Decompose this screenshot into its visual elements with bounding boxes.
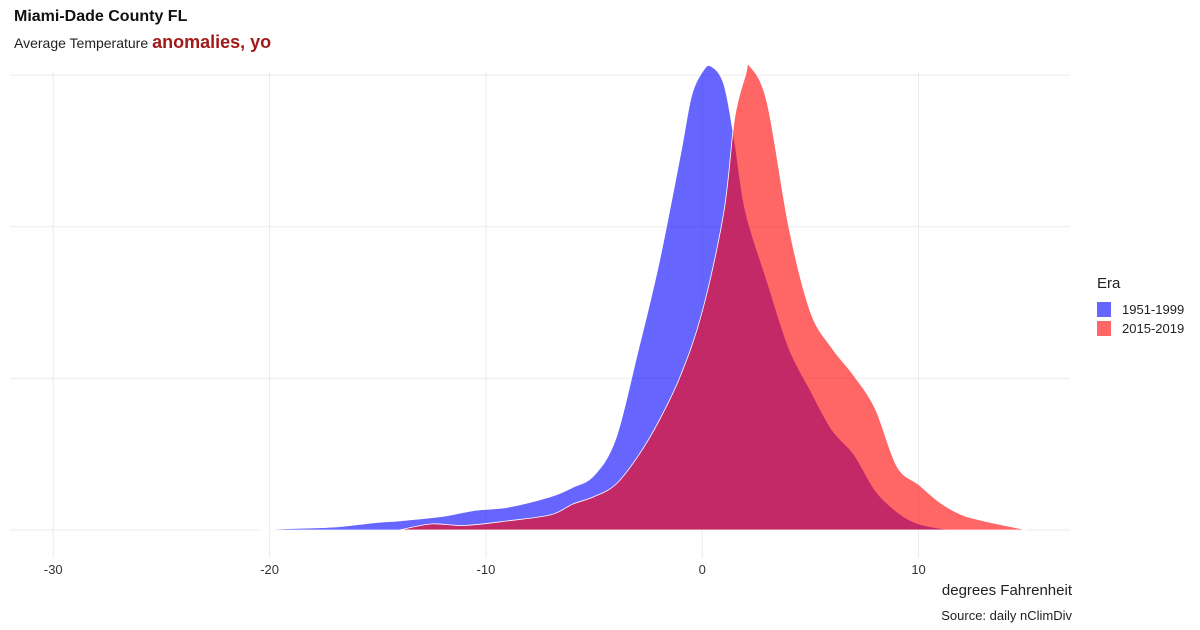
legend-key-1951-1999	[1097, 302, 1111, 317]
x-tick-label: 10	[911, 562, 925, 577]
x-tick-label: 0	[699, 562, 706, 577]
density-areas	[258, 63, 1027, 531]
legend-label-2015-2019: 2015-2019	[1122, 321, 1185, 336]
legend-title: Era	[1097, 275, 1121, 292]
caption: Source: daily nClimDiv	[941, 608, 1072, 623]
chart-title: Miami-Dade County FL	[14, 8, 188, 25]
legend-key-2015-2019	[1097, 321, 1111, 336]
x-tick-labels: -30 -20 -10 0 10	[44, 562, 926, 577]
legend-item-1951-1999: 1951-1999	[1097, 300, 1184, 319]
x-tick-label: -10	[477, 562, 496, 577]
x-tick-label: -30	[44, 562, 63, 577]
chart-subtitle: Average Temperature	[14, 35, 149, 51]
x-tick-label: -20	[260, 562, 279, 577]
density-area-2015-2019	[399, 63, 1027, 531]
chart-subtitle-accent: anomalies, yo	[152, 32, 272, 52]
legend-label-1951-1999: 1951-1999	[1122, 302, 1185, 317]
subtitle-block: Average Temperature anomalies, yo	[14, 32, 271, 53]
x-axis-label: degrees Fahrenheit	[941, 582, 1072, 599]
legend: Era 1951-1999 2015-2019	[1097, 275, 1184, 338]
legend-item-2015-2019: 2015-2019	[1097, 319, 1184, 338]
